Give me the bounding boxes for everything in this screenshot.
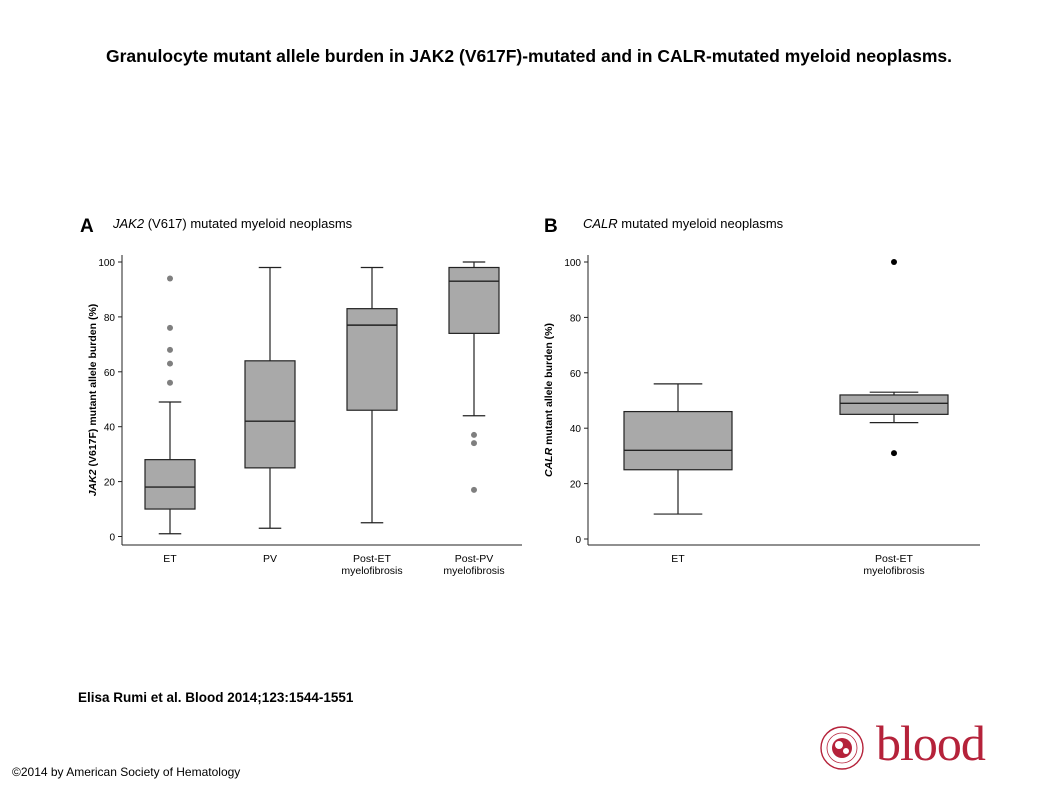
y-axis-title-rest: (V617F) mutant allele burden (%) <box>87 304 99 470</box>
box-iqr <box>839 394 949 415</box>
blood-logo: blood <box>818 715 1000 772</box>
citation: Elisa Rumi et al. Blood 2014;123:1544-15… <box>78 690 354 705</box>
outlier-point <box>471 431 477 438</box>
outlier-point <box>891 450 897 457</box>
panel-b: B CALR mutated myeloid neoplasms 0 20 40 60 80… <box>543 216 980 577</box>
x-tick-label: myelofibrosis <box>341 565 402 577</box>
x-tick-label: ET <box>671 553 685 565</box>
x-tick-label: ET <box>163 553 177 565</box>
logo-wordmark: blood <box>876 715 986 771</box>
panel-title: CALR mutated myeloid neoplasms <box>583 216 784 231</box>
box-group <box>623 383 733 515</box>
y-axis-title-italic: CALR <box>543 447 555 477</box>
box-iqr <box>623 410 733 471</box>
y-tick-label: 20 <box>570 480 582 491</box>
y-tick-label: 60 <box>570 369 582 380</box>
y-tick-label: 100 <box>98 258 115 269</box>
outlier-point <box>471 440 477 447</box>
outlier-point <box>167 360 173 367</box>
y-tick-label: 80 <box>104 313 116 324</box>
x-tick-label: Post-PV <box>455 553 494 565</box>
page-title: Granulocyte mutant allele burden in JAK2… <box>106 46 952 66</box>
x-tick-label: myelofibrosis <box>443 565 504 577</box>
x-tick-label: Post-ET <box>353 553 392 565</box>
y-axis-title-italic: JAK2 <box>87 469 99 496</box>
seal-icon <box>820 726 864 770</box>
panel-label: A <box>80 216 94 237</box>
outlier-point <box>891 259 897 265</box>
outlier-point <box>167 324 173 331</box>
copyright: ©2014 by American Society of Hematology <box>12 765 241 779</box>
box-iqr <box>346 308 398 411</box>
panel-title: JAK2 (V617) mutated myeloid neoplasms <box>112 216 353 231</box>
box-group <box>144 275 196 535</box>
outlier-point <box>167 275 173 282</box>
y-tick-label: 0 <box>575 535 581 546</box>
x-tick-label: PV <box>263 553 277 565</box>
panel-title-rest: mutated myeloid neoplasms <box>618 216 784 231</box>
y-axis-title: JAK2 (V617F) mutant allele burden (%) <box>87 304 99 497</box>
y-tick-label: 80 <box>570 313 582 324</box>
box-group <box>839 259 949 457</box>
y-tick-label: 60 <box>104 368 116 379</box>
panel-a: A JAK2 (V617) mutated myeloid neoplasms 0 2… <box>80 216 522 577</box>
y-tick-label: 20 <box>104 478 116 489</box>
outlier-point <box>167 346 173 353</box>
panel-title-italic: JAK2 <box>112 216 145 231</box>
panel-title-italic: CALR <box>583 216 618 231</box>
y-tick-label: 0 <box>109 533 115 544</box>
box-group <box>448 261 500 493</box>
x-tick-label: myelofibrosis <box>863 565 924 577</box>
box-group <box>346 266 398 524</box>
box-iqr <box>448 266 500 334</box>
y-axis-title-rest: mutant allele burden (%) <box>543 323 555 448</box>
x-tick-label: Post-ET <box>875 553 914 565</box>
outlier-point <box>471 486 477 493</box>
panel-label: B <box>544 216 558 237</box>
box-iqr <box>144 459 196 510</box>
y-tick-label: 100 <box>564 258 581 269</box>
panel-title-rest: (V617) mutated myeloid neoplasms <box>144 216 353 231</box>
box-iqr <box>244 360 296 469</box>
y-tick-label: 40 <box>104 423 116 434</box>
outlier-point <box>167 379 173 386</box>
y-tick-label: 40 <box>570 424 582 435</box>
box-group <box>244 266 296 529</box>
y-axis-title: CALR mutant allele burden (%) <box>543 323 555 477</box>
